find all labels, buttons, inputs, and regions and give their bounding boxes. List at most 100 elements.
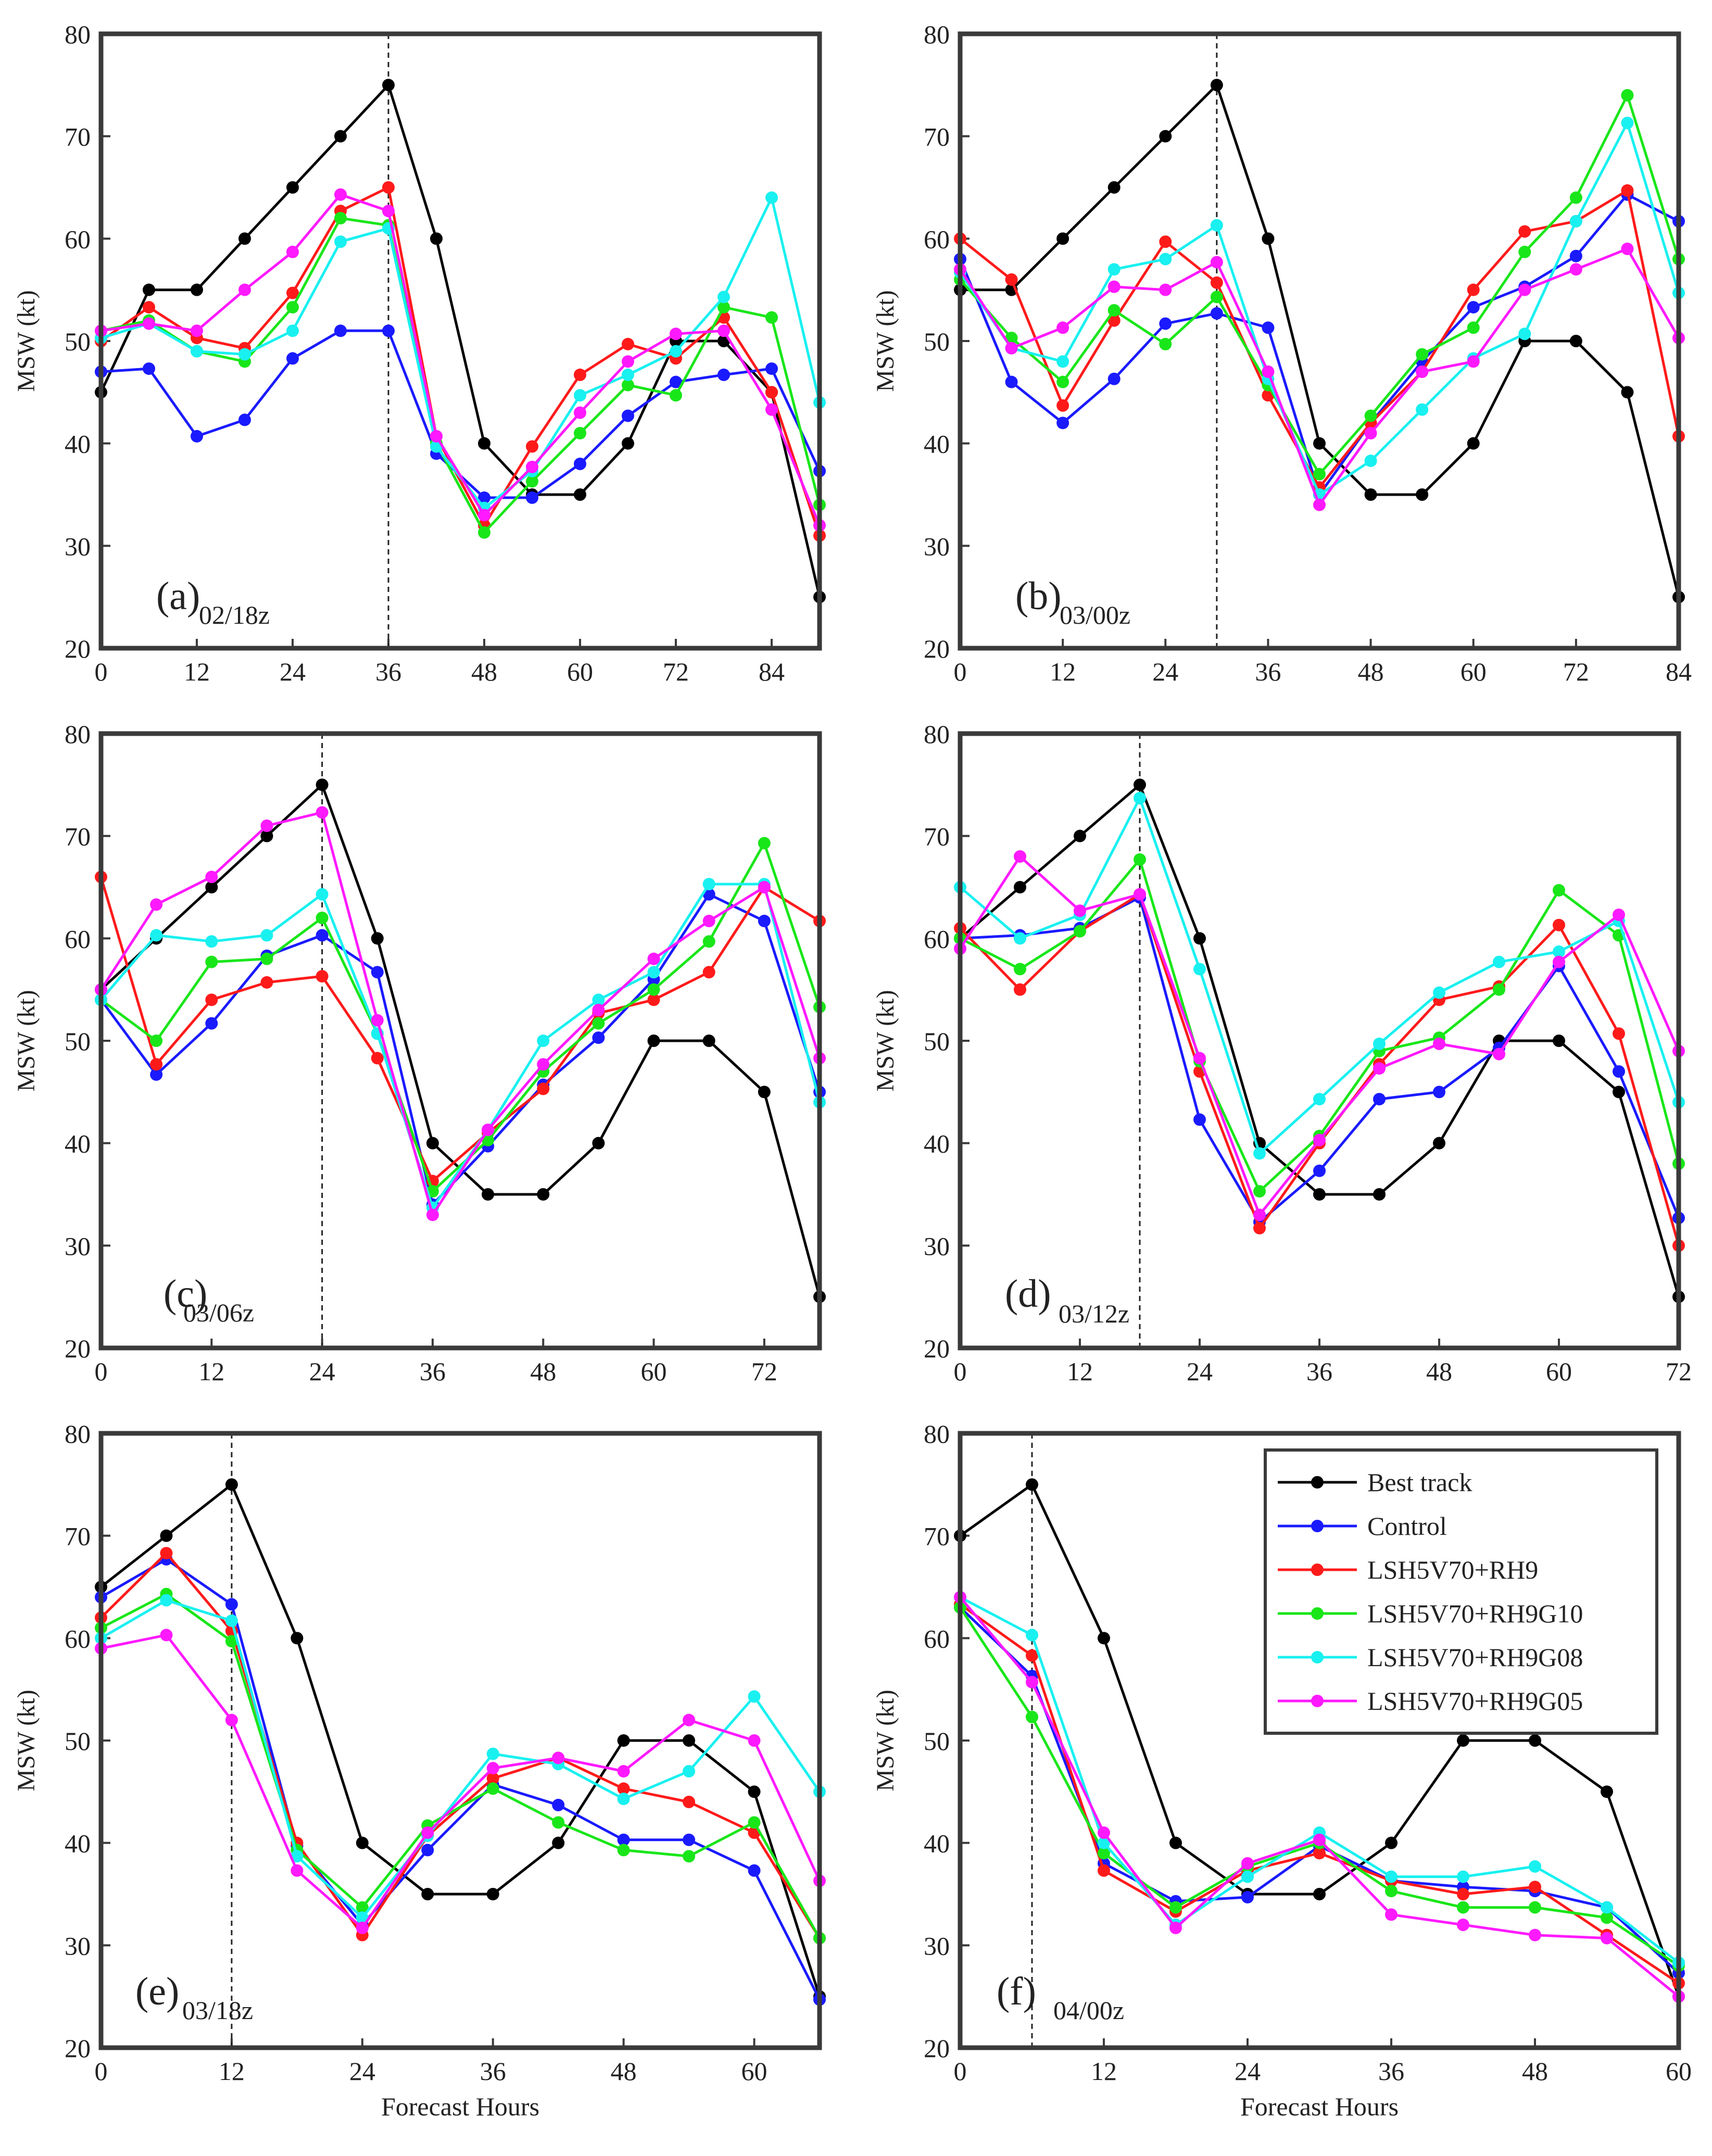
legend-label: LSH5V70+RH9	[1367, 1555, 1538, 1584]
series-line	[99, 893, 821, 1206]
legend-box	[1264, 1448, 1658, 1735]
y-tick-label: 30	[65, 1231, 91, 1260]
data-point	[1373, 1062, 1386, 1075]
data-point	[748, 1864, 761, 1877]
data-point	[1210, 291, 1223, 304]
data-point	[316, 970, 329, 983]
data-point	[1159, 317, 1172, 330]
data-point	[758, 1086, 771, 1099]
data-point	[702, 914, 715, 927]
data-point	[1621, 117, 1634, 130]
y-axis-title: MSW (kt)	[872, 1690, 899, 1791]
data-point	[1210, 276, 1223, 289]
data-point	[552, 1751, 565, 1764]
data-point	[1313, 1133, 1326, 1146]
legend-marker	[1311, 1564, 1324, 1576]
data-point	[765, 403, 778, 416]
y-tick-label: 60	[65, 924, 91, 953]
series-best-track	[954, 79, 1685, 603]
data-point	[1074, 925, 1086, 938]
data-point	[1098, 1847, 1110, 1860]
data-point	[286, 286, 299, 299]
data-point	[1169, 1901, 1182, 1914]
panel-e: 20 30 40 50 60 70 80 0 12 24 36 48 60 MSW (kt) (e) 03/1…	[12, 1419, 826, 2121]
data-point	[1373, 1188, 1386, 1201]
data-point	[622, 379, 634, 392]
data-point	[1159, 253, 1172, 266]
data-point	[1098, 1632, 1110, 1645]
series-best-track	[954, 778, 1685, 1303]
y-tick-label: 60	[65, 224, 91, 254]
data-point	[1518, 283, 1531, 296]
series-lsh5v70-rh9g05	[95, 806, 826, 1221]
y-tick-label: 80	[65, 1419, 91, 1448]
data-point	[421, 1888, 434, 1900]
y-axis-title: MSW (kt)	[12, 1690, 40, 1791]
data-point	[574, 368, 586, 381]
panel-d: 20 30 40 50 60 70 80 0 12 24 36 48 60 72 MSW (kt) (d) 03…	[872, 720, 1692, 1386]
y-tick-label: 30	[924, 1931, 950, 1960]
y-tick-label: 20	[924, 1334, 950, 1363]
data-point	[758, 837, 771, 850]
x-tick-label: 24	[1235, 2057, 1261, 2086]
legend-entry: LSH5V70+RH9	[1278, 1555, 1538, 1584]
data-point	[1373, 1037, 1386, 1050]
data-point	[160, 1529, 173, 1542]
data-point	[717, 291, 730, 304]
data-point	[150, 1068, 163, 1081]
data-point	[205, 955, 218, 968]
data-point	[1056, 321, 1069, 334]
data-point	[1621, 386, 1634, 399]
data-point	[574, 427, 586, 439]
data-point	[1467, 355, 1480, 368]
x-tick-label: 72	[1666, 1357, 1692, 1386]
y-tick-label: 70	[65, 1522, 91, 1551]
data-point	[238, 283, 251, 296]
data-point	[1241, 1870, 1254, 1883]
data-point	[1107, 314, 1121, 327]
data-point	[1169, 1921, 1182, 1934]
data-point	[1005, 273, 1018, 286]
data-point	[1056, 375, 1069, 388]
data-point	[160, 1594, 173, 1607]
y-tick-label: 30	[65, 1931, 91, 1960]
y-tick-label: 50	[65, 1726, 91, 1756]
data-point	[1014, 932, 1026, 945]
data-point	[1529, 1928, 1541, 1941]
data-point	[1210, 219, 1223, 232]
data-point	[1026, 1649, 1038, 1662]
legend-marker	[1311, 1695, 1324, 1707]
data-point	[238, 413, 251, 426]
data-point	[537, 1035, 550, 1047]
data-point	[702, 878, 715, 891]
panel-label: (f)	[997, 1970, 1036, 2013]
data-point	[1364, 409, 1377, 422]
data-point	[574, 458, 586, 470]
data-point	[1601, 1901, 1613, 1914]
data-point	[225, 1614, 238, 1627]
data-point	[1621, 243, 1634, 255]
legend-label: LSH5V70+RH9G10	[1367, 1599, 1583, 1628]
x-axis-title: Forecast Hours	[381, 2092, 539, 2121]
data-point	[1313, 1833, 1326, 1846]
y-tick-label: 20	[65, 1334, 91, 1363]
data-point	[1262, 232, 1275, 245]
data-point	[1107, 181, 1121, 194]
series-lsh5v70-rh9g10	[95, 1587, 826, 1945]
data-point	[191, 283, 203, 296]
data-point	[478, 437, 490, 450]
legend-entry: LSH5V70+RH9G08	[1278, 1643, 1583, 1672]
data-point	[205, 935, 218, 948]
data-point	[622, 437, 634, 450]
data-point	[356, 1911, 369, 1924]
data-point	[478, 509, 490, 522]
data-point	[150, 929, 163, 942]
series-line	[100, 186, 821, 536]
data-point	[1621, 184, 1634, 197]
data-point	[1553, 884, 1565, 897]
data-point	[286, 245, 299, 258]
data-point	[1518, 327, 1531, 341]
data-point	[286, 301, 299, 314]
data-point	[334, 188, 347, 201]
data-point	[191, 430, 203, 443]
